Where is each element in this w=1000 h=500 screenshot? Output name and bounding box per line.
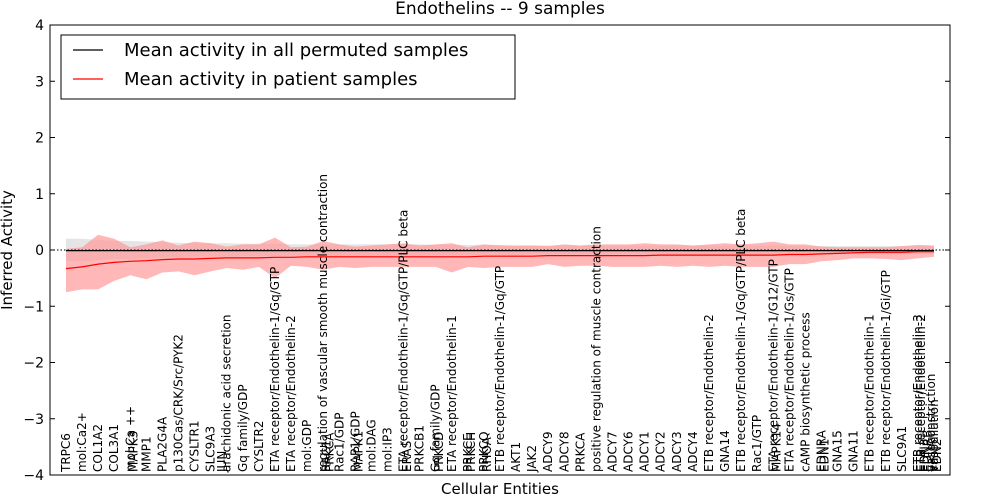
entity-label: ETB receptor/Endothelin-1/Gi/GTP — [879, 270, 893, 472]
entity-label: ADCY1 — [638, 431, 652, 472]
entity-label: mol:Ca ++ — [123, 406, 137, 472]
entity-label: ETA receptor/Endothelin-1/Gs/GTP — [782, 268, 796, 472]
entity-label: MAPK1 — [352, 431, 366, 472]
patient-band — [66, 234, 934, 293]
entity-label: arachidonic acid secretion — [220, 315, 234, 472]
entity-label: ETA receptor/Endothelin-1/Gq/GTP — [268, 267, 282, 472]
entity-label: ADCY7 — [606, 431, 620, 472]
entity-label: ETB receptor/Endothelin-1/Gq/GTP — [493, 266, 507, 472]
entity-label: positive regulation of muscle contractio… — [589, 226, 603, 472]
entity-label: vasoconstriction — [924, 374, 938, 472]
entity-label: mol:DAG — [364, 419, 378, 472]
entity-label: COL3A1 — [107, 424, 121, 472]
entity-label: GNA11 — [847, 430, 861, 472]
entity-label: PRKCA — [573, 432, 587, 472]
y-tick-label: 2 — [35, 131, 44, 147]
entity-label: ETA receptor/Endothelin-1/G12/GTP — [766, 259, 780, 472]
entity-label: vasodilation — [927, 399, 941, 472]
entity-label: ETB receptor/Endothelin-2 — [914, 314, 928, 472]
entity-label: mol:IP3 — [381, 427, 395, 472]
chart-title: Endothelins -- 9 samples — [395, 0, 605, 19]
entity-label: MMP1 — [139, 436, 153, 472]
entity-label: EDNRB — [921, 430, 935, 472]
entity-label: PRKCB1 — [413, 425, 427, 472]
entity-label: CYSLTR2 — [252, 421, 266, 472]
entity-label: ADCY6 — [622, 431, 636, 472]
entity-label: ADCY3 — [670, 431, 684, 472]
legend-label: Mean activity in all permuted samples — [124, 40, 468, 61]
legend: Mean activity in all permuted samples Mea… — [60, 34, 516, 100]
entity-label: regulation of vascular smooth muscle con… — [316, 174, 330, 472]
entity-label: ADCY4 — [686, 431, 700, 472]
legend-box — [60, 34, 516, 100]
entity-label: PLA2G4A — [155, 416, 169, 472]
entity-label: EDN2 — [930, 439, 944, 472]
entity-label: JAK2 — [525, 445, 539, 473]
entity-label: PRKCE — [461, 433, 475, 472]
entity-label: EDN1 — [818, 439, 832, 472]
y-tick-label: 3 — [35, 74, 44, 90]
entity-label: ETA receptor/Endothelin-2 — [284, 315, 298, 472]
entity-label: SLC9A1 — [895, 426, 909, 472]
legend-label: Mean activity in patient samples — [124, 69, 418, 90]
entity-label: AKT1 — [509, 442, 523, 472]
entity-label: ETA receptor/Endothelin-1/Gq/GTP/PLC bet… — [397, 210, 411, 472]
y-tick-label: −4 — [23, 468, 44, 484]
entity-label: RAP1/GDP — [348, 411, 362, 472]
y-axis: −4 −3 −2 −1 0 1 2 3 4 — [23, 18, 950, 484]
entity-labels: TRPC6 mol:Ca2+ COL1A2 COL3A1 mol:Ca ++MAPK3M… — [59, 174, 944, 473]
entity-label: SLC9A3 — [204, 426, 218, 472]
entity-label: cAMP biosynthetic process — [798, 312, 812, 472]
entity-label: PRKCQ — [477, 431, 491, 472]
entity-label: ETB receptor/Endothelin-2 — [702, 314, 716, 472]
entity-label: ADCY9 — [541, 431, 555, 472]
y-tick-label: −3 — [23, 412, 44, 428]
entity-label: Gq family/GDP — [236, 384, 250, 472]
entity-label: RHOA — [480, 436, 494, 472]
entity-label: p130Cas/CRK/Src/PYK2 — [172, 334, 186, 472]
entity-label: mol:Ca2+ — [75, 412, 89, 472]
entity-label: ETB receptor/Endothelin-3 — [911, 314, 925, 472]
entity-label: ETA receptor/Endothelin-1 — [445, 315, 459, 472]
entity-label: COL1A2 — [91, 424, 105, 472]
entity-label: MAPK3 — [127, 431, 141, 472]
entity-label: MAPK14 — [770, 423, 784, 472]
y-tick-label: −2 — [23, 356, 44, 372]
entity-label: ERAS — [400, 441, 414, 472]
entity-label: ADCY8 — [557, 431, 571, 472]
y-axis-label: Inferred Activity — [0, 190, 16, 310]
y-tick-label: −1 — [23, 299, 44, 315]
entity-label: GNA15 — [831, 430, 845, 472]
entity-label: PRKCH — [464, 432, 478, 472]
patient-mean-line — [65, 251, 934, 270]
entity-label: PRKCD — [432, 432, 446, 472]
entity-label: JUN — [215, 451, 229, 473]
entity-label: EDN3 — [917, 439, 931, 472]
y-tick-label: 0 — [35, 243, 44, 259]
entity-label: ADCY2 — [654, 431, 668, 472]
entity-label: EDNRA — [815, 429, 829, 472]
y-tick-label: 1 — [35, 187, 44, 203]
entity-label: Rac1/GDP — [332, 413, 346, 472]
entity-label: mol:GDP — [300, 420, 314, 472]
entity-label: Rac1/GTP — [750, 415, 764, 472]
entity-label: GNA14 — [718, 430, 732, 472]
entity-label: CYSLTR1 — [188, 421, 202, 472]
entity-label: RAC1 — [319, 440, 333, 472]
entity-label: ETB receptor/Endothelin-1 — [863, 314, 877, 472]
y-tick-label: 4 — [35, 18, 44, 34]
x-axis-label: Cellular Entities — [441, 480, 559, 498]
entity-label: PRKCA — [323, 432, 337, 472]
plot-area — [50, 234, 950, 293]
entity-label: Gq family/GDP — [429, 384, 443, 472]
entity-label: ETB receptor/Endothelin-1/Gq/GTP/PLC bet… — [734, 209, 748, 472]
entity-label: TRPC6 — [59, 433, 73, 473]
